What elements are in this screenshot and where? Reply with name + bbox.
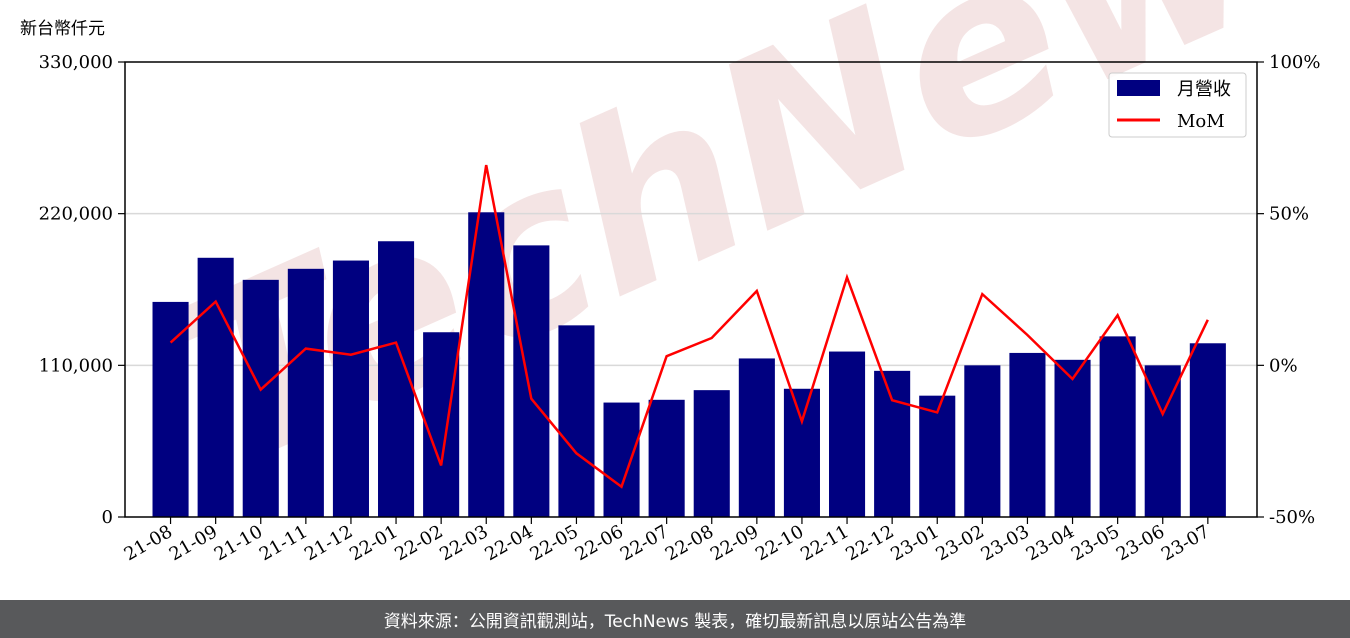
x-tick-label: 22-03 [436, 521, 491, 565]
bar-23-05 [1099, 336, 1136, 517]
bar-22-04 [513, 245, 550, 517]
right-y-axis: -50% 0% 50% 100% [1257, 52, 1320, 528]
legend-swatch-revenue [1117, 80, 1160, 96]
plot-frame [124, 61, 1258, 518]
bar-23-01 [919, 395, 956, 517]
bar-21-11 [287, 268, 324, 517]
x-tick-label: 21-09 [166, 521, 221, 565]
right-tick-label: 100% [1269, 52, 1320, 73]
x-tick-label: 22-10 [752, 521, 807, 565]
bar-23-03 [1009, 352, 1046, 517]
bar-21-09 [197, 257, 234, 517]
left-tick-label: 110,000 [39, 355, 113, 376]
x-tick-label: 22-09 [707, 521, 762, 565]
bar-22-03 [468, 212, 505, 517]
x-tick-label: 22-12 [842, 521, 897, 565]
right-tick-label: -50% [1269, 507, 1315, 528]
legend-label-mom: MoM [1177, 111, 1225, 132]
bar-23-07 [1189, 343, 1226, 517]
legend: 月營收 MoM [1108, 72, 1247, 138]
x-tick-label: 22-08 [662, 521, 717, 565]
x-tick-label: 22-11 [797, 521, 852, 565]
bar-22-02 [423, 332, 460, 517]
x-tick-label: 22-04 [481, 521, 536, 565]
source-footer: 資料來源：公開資訊觀測站，TechNews 製表，確切最新訊息以原站公告為準 [0, 600, 1350, 638]
bar-21-12 [332, 260, 369, 517]
revenue-bars [152, 212, 1226, 517]
bar-22-11 [829, 351, 866, 517]
x-tick-label: 22-07 [617, 521, 672, 565]
x-tick-label: 23-07 [1158, 521, 1213, 565]
bar-23-04 [1054, 359, 1091, 517]
x-tick-label: 23-01 [887, 521, 942, 565]
bar-21-10 [242, 279, 279, 517]
left-y-axis: 0 110,000 220,000 330,000 [39, 52, 125, 528]
bar-21-08 [152, 301, 189, 517]
x-axis: 21-0821-0921-1021-1121-1222-0122-0222-03… [121, 517, 1213, 565]
x-tick-label: 23-05 [1068, 521, 1123, 565]
left-tick-label: 330,000 [39, 52, 113, 73]
x-tick-label: 21-12 [301, 521, 356, 565]
mom-line [169, 164, 1209, 489]
y-axis-unit-label: 新台幣仟元 [20, 19, 105, 39]
bar-22-05 [558, 325, 595, 517]
bar-22-12 [874, 370, 911, 517]
left-tick-label: 0 [102, 507, 113, 528]
mom-line-layer [169, 164, 1209, 489]
bar-22-01 [378, 241, 415, 517]
x-tick-label: 21-08 [121, 521, 176, 565]
x-tick-label: 22-01 [346, 521, 401, 565]
x-tick-label: 23-04 [1023, 521, 1078, 565]
x-tick-label: 21-10 [211, 521, 266, 565]
legend-label-revenue: 月營收 [1177, 79, 1231, 100]
bar-23-02 [964, 365, 1001, 517]
bar-22-09 [738, 358, 775, 517]
right-tick-label: 50% [1269, 204, 1309, 225]
footer-text: 資料來源：公開資訊觀測站，TechNews 製表，確切最新訊息以原站公告為準 [383, 611, 967, 632]
bar-22-06 [603, 402, 640, 517]
x-tick-label: 23-02 [932, 521, 987, 565]
bar-22-07 [648, 399, 685, 517]
x-tick-label: 22-05 [527, 521, 582, 565]
x-tick-label: 23-03 [978, 521, 1033, 565]
bar-22-10 [783, 388, 820, 517]
bar-22-08 [693, 390, 730, 517]
left-tick-label: 220,000 [39, 204, 113, 225]
x-tick-label: 22-06 [572, 521, 627, 565]
x-tick-label: 23-06 [1113, 521, 1168, 565]
x-tick-label: 22-02 [391, 521, 446, 565]
right-tick-label: 0% [1269, 355, 1298, 376]
x-tick-label: 21-11 [256, 521, 311, 565]
